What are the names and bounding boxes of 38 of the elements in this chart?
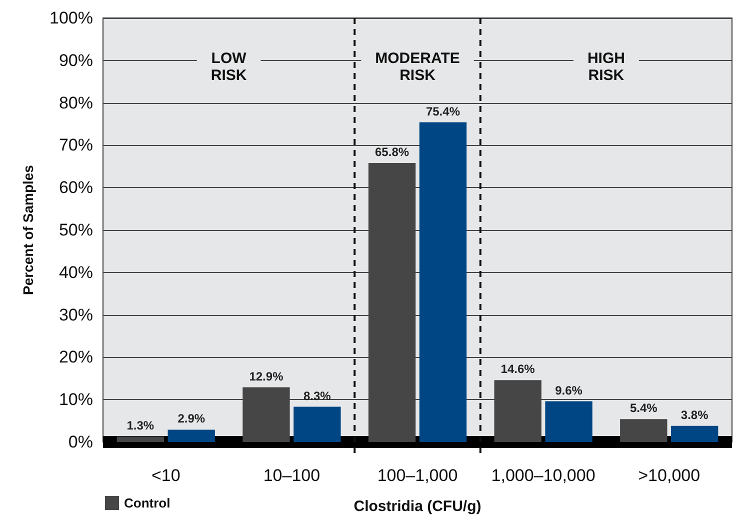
bar bbox=[116, 436, 164, 442]
legend-label: Control bbox=[124, 496, 170, 510]
bar bbox=[168, 430, 215, 442]
text: 75.4% bbox=[426, 104, 460, 118]
x-tick-label: <10 bbox=[151, 466, 180, 485]
text: 12.9% bbox=[249, 369, 284, 384]
x-tick-label: 1,000–10,000 bbox=[491, 466, 596, 485]
bar bbox=[294, 406, 341, 442]
y-tick-label: 50% bbox=[58, 220, 93, 240]
y-tick-label: 60% bbox=[58, 178, 93, 198]
y-tick-label: 90% bbox=[58, 50, 93, 70]
x-axis-title: Clostridia (CFU/g) bbox=[354, 498, 482, 515]
y-tick-label: 30% bbox=[58, 305, 93, 324]
y-tick-label: 10% bbox=[58, 390, 93, 410]
text: 2.9% bbox=[178, 412, 206, 426]
y-tick-label: 100% bbox=[50, 8, 93, 28]
x-tick-label: 100–1,000 bbox=[377, 466, 458, 485]
y-tick-label: 20% bbox=[58, 348, 93, 367]
x-tick-label: 10–100 bbox=[263, 466, 320, 485]
bar bbox=[545, 401, 592, 442]
band-label: MODERATE RISK bbox=[375, 50, 460, 84]
text: 14.6% bbox=[500, 362, 535, 376]
text: 3.8% bbox=[680, 408, 708, 422]
text: 5.4% bbox=[630, 401, 658, 416]
y-tick-label: 80% bbox=[58, 93, 93, 112]
text: 1.3% bbox=[126, 418, 154, 432]
bar bbox=[620, 419, 668, 442]
text: 65.8% bbox=[375, 145, 410, 160]
y-tick-label: 40% bbox=[58, 262, 93, 282]
bar bbox=[419, 122, 467, 442]
y-tick-label: 0% bbox=[68, 432, 93, 452]
band-label: LOW RISK bbox=[210, 50, 248, 84]
text: 9.6% bbox=[555, 383, 582, 398]
y-tick-label: 70% bbox=[58, 136, 93, 155]
band-label: HIGH RISK bbox=[587, 50, 625, 84]
x-tick-label: >10,000 bbox=[638, 466, 700, 485]
bar bbox=[670, 426, 718, 442]
y-axis-title: Percent of Samples bbox=[20, 164, 36, 295]
